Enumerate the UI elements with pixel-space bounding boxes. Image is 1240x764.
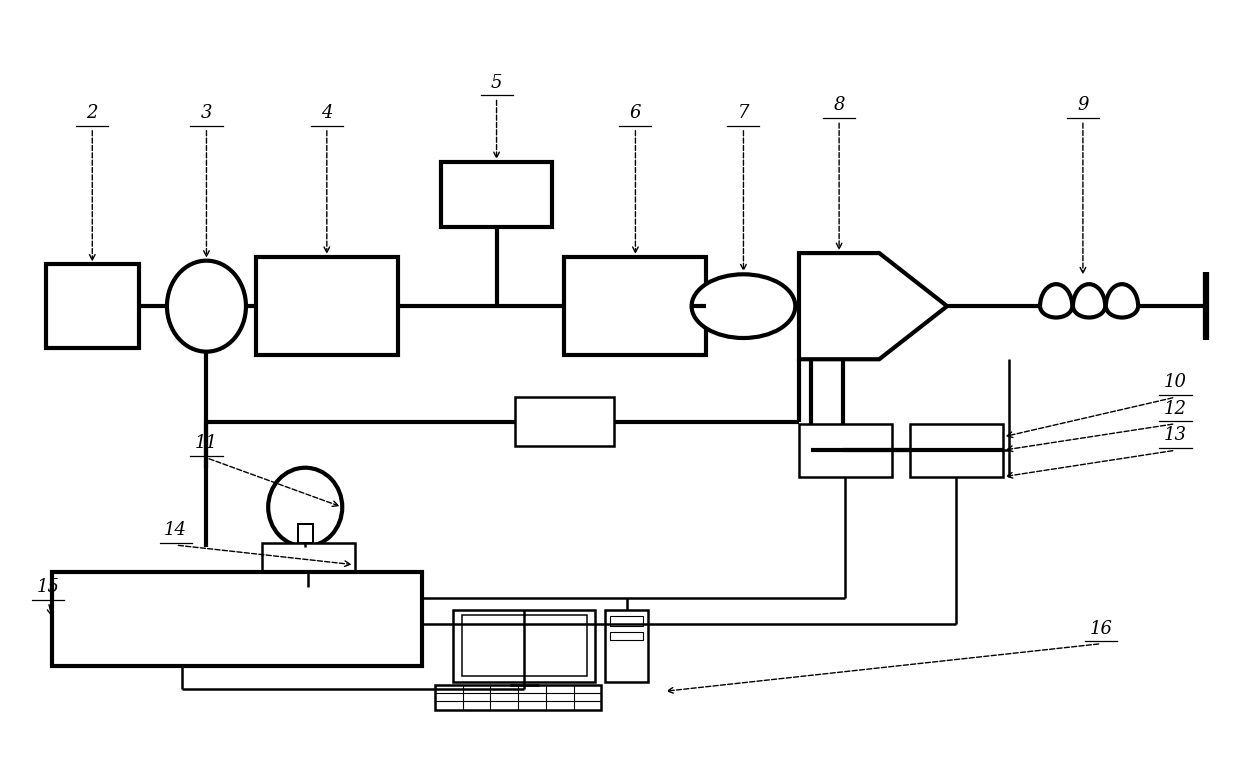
Bar: [255, 257, 398, 355]
Bar: [605, 610, 649, 681]
Bar: [463, 615, 587, 676]
Text: 7: 7: [738, 104, 749, 121]
Text: 10: 10: [1164, 373, 1187, 391]
Circle shape: [692, 274, 795, 338]
Text: 2: 2: [87, 104, 98, 121]
Polygon shape: [799, 253, 947, 359]
Bar: [46, 264, 139, 348]
Bar: [610, 617, 644, 626]
Text: 4: 4: [321, 104, 332, 121]
Text: 3: 3: [201, 104, 212, 121]
Bar: [910, 424, 1003, 477]
Text: 14: 14: [164, 521, 187, 539]
Bar: [454, 610, 595, 681]
Text: 5: 5: [491, 73, 502, 92]
Bar: [799, 424, 892, 477]
Text: 13: 13: [1164, 426, 1187, 444]
Bar: [435, 685, 601, 710]
Text: 12: 12: [1164, 400, 1187, 418]
Text: 9: 9: [1078, 96, 1089, 115]
Text: 11: 11: [195, 434, 218, 452]
Bar: [515, 397, 614, 446]
Text: 6: 6: [630, 104, 641, 121]
Text: 8: 8: [833, 96, 844, 115]
Bar: [610, 632, 644, 640]
Ellipse shape: [268, 468, 342, 546]
Bar: [298, 524, 312, 542]
Ellipse shape: [167, 261, 246, 351]
Bar: [441, 162, 552, 226]
Bar: [52, 571, 423, 666]
Bar: [262, 542, 355, 587]
Text: 16: 16: [1090, 620, 1114, 638]
Text: 15: 15: [37, 578, 60, 596]
Bar: [564, 257, 707, 355]
